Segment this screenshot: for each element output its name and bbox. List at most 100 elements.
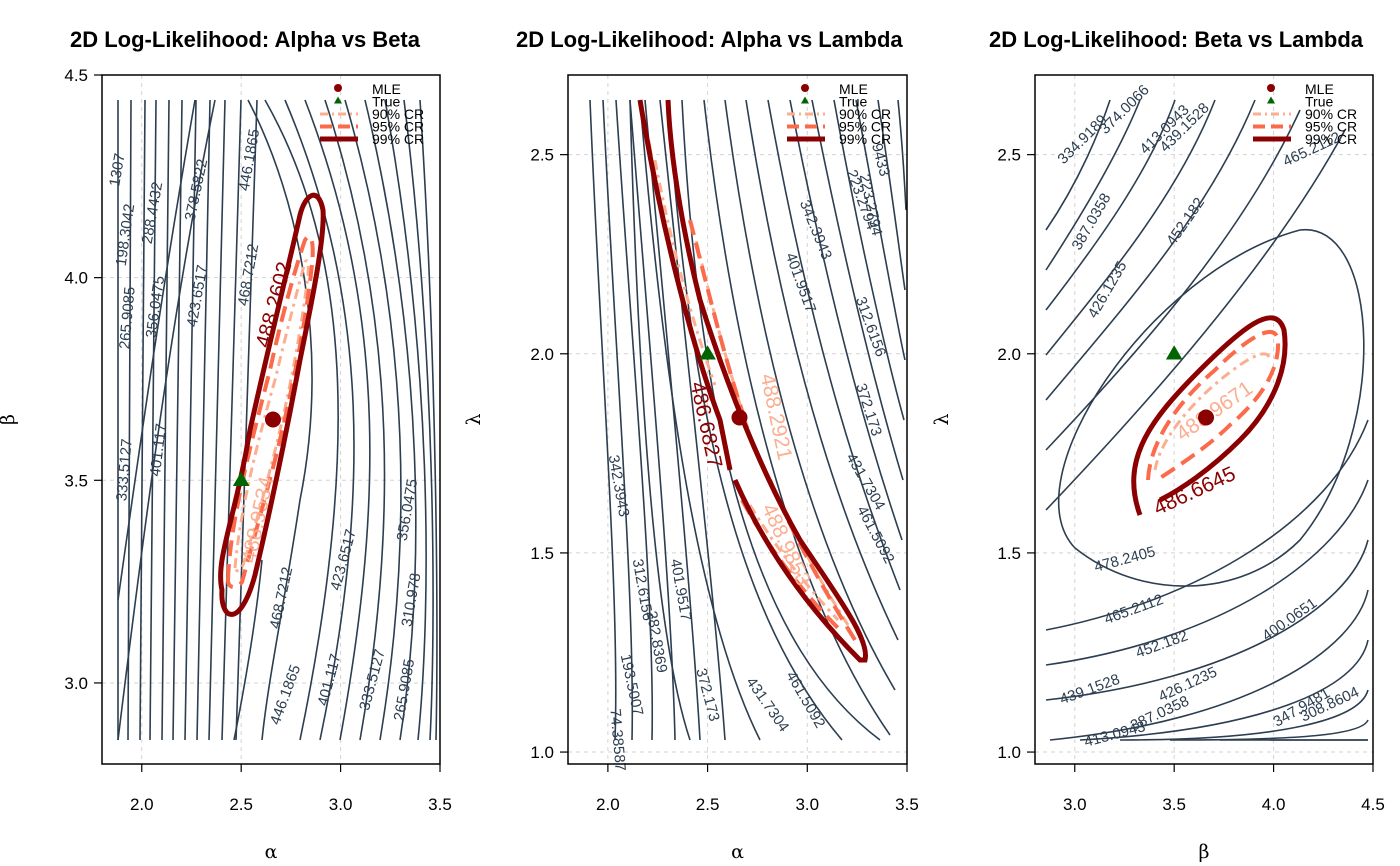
legend-label: 99% CR (1305, 131, 1357, 147)
contour-label: 342.3943 (796, 198, 835, 262)
contour-line (877, 99, 906, 291)
contour-label: 333.5127 (356, 647, 389, 712)
y-tick-label: 3.5 (64, 471, 88, 490)
axes: 3.0 3.5 4.0 4.5 1.0 1.5 2.0 2.5 β λ (931, 146, 1385, 863)
contour-line (264, 99, 339, 741)
cr-99-curve (1131, 315, 1288, 516)
contour-line (233, 559, 263, 741)
x-tick-label: 3.0 (1063, 795, 1087, 814)
contour-line (745, 99, 899, 641)
y-tick-label: 1.5 (530, 544, 554, 563)
legend-label: 99% CR (839, 131, 891, 147)
x-axis-label: β (1199, 841, 1210, 863)
y-tick-label: 2.0 (997, 345, 1021, 364)
contour-line (117, 99, 196, 601)
mle-point (1197, 409, 1214, 426)
contour-label: 461.5092 (853, 503, 897, 566)
contour-line (1045, 99, 1256, 401)
cr-95-curve (225, 234, 315, 589)
panel-3: 2D Log-Likelihood: Beta vs Lambda334.918… (931, 27, 1385, 863)
legend-mle-marker (1267, 84, 1275, 92)
chart-title: 2D Log-Likelihood: Alpha vs Beta (70, 27, 421, 52)
contour-label: 401.9517 (667, 558, 695, 623)
contour-line (1045, 99, 1176, 311)
contour-line (659, 99, 726, 741)
x-tick-label: 4.0 (1262, 795, 1286, 814)
contour-label: 288.4432 (139, 181, 167, 246)
cr-label: 488.2602 (252, 259, 297, 350)
contour-label: 356.0475 (394, 478, 422, 543)
contour-label: 468.7212 (235, 243, 263, 308)
contour-line (1045, 99, 1216, 356)
x-tick-label: 3.5 (895, 795, 919, 814)
legend-mle-marker (801, 84, 809, 92)
contour-lines (117, 99, 438, 741)
y-tick-label: 2.0 (530, 345, 554, 364)
x-tick-label: 4.5 (1361, 795, 1385, 814)
legend-label: 95% CR (839, 119, 891, 135)
contour-line (639, 99, 761, 741)
legend-label: 99% CR (372, 131, 424, 147)
y-tick-label: 1.0 (530, 743, 554, 762)
contour-line (833, 99, 905, 421)
contour-lines (1045, 99, 1369, 741)
legend-label: 95% CR (372, 119, 424, 135)
cr-95-curve (1146, 330, 1281, 481)
contour-line (384, 99, 427, 741)
contour-line (221, 99, 242, 741)
y-tick-label: 3.0 (64, 674, 88, 693)
contour-line (344, 99, 402, 741)
contour-line (1045, 129, 1346, 511)
true-point (699, 345, 716, 360)
contour-label: 401.117 (314, 652, 344, 708)
x-tick-label: 2.5 (229, 795, 253, 814)
legend-mle-marker (334, 84, 342, 92)
panel-2: 2D Log-Likelihood: Alpha vs Lambda 342.39… (463, 27, 919, 863)
contour-label: 452.182 (1133, 627, 1190, 662)
legend-label: True (839, 94, 867, 110)
contour-line (247, 99, 313, 741)
contour-label: 312.6156 (629, 558, 657, 623)
contour-line (1057, 229, 1365, 587)
y-tick-label: 2.5 (530, 146, 554, 165)
legend-label: 90% CR (839, 106, 891, 122)
contour-label: 198.3042 (113, 203, 139, 267)
contour-line (1169, 719, 1369, 741)
contour-label: 312.6156 (852, 295, 889, 360)
x-tick-label: 3.0 (329, 795, 353, 814)
legend-label: MLE (372, 81, 401, 97)
contour-label: 423.6517 (184, 264, 212, 329)
contour-label: 310.978 (398, 572, 424, 628)
plot-frame (1034, 74, 1374, 765)
contour-label: 446.1865 (267, 663, 304, 728)
x-tick-label: 3.0 (795, 795, 819, 814)
contour-line (208, 99, 226, 741)
contour-line (364, 99, 417, 741)
x-tick-label: 3.5 (1162, 795, 1186, 814)
contour-label: 431.7304 (743, 674, 793, 735)
contour-line (1045, 109, 1301, 451)
contour-line (1045, 99, 1141, 271)
contour-line (629, 99, 691, 741)
contour-line (139, 99, 146, 741)
axes: 2.0 2.5 3.0 3.5 1.0 1.5 2.0 2.5 α λ (463, 146, 919, 863)
contour-line (1079, 639, 1369, 741)
mle-point (731, 409, 748, 426)
contour-label: 400.0651 (1259, 595, 1320, 645)
contour-line (235, 99, 258, 741)
legend-label: True (372, 94, 400, 110)
contour-label: 1307 (106, 152, 129, 188)
contour-line (602, 99, 634, 741)
contour-label: 401.117 (147, 423, 170, 478)
contour-label: 387.0358 (1069, 190, 1115, 253)
y-tick-label: 4.5 (64, 66, 88, 85)
legend-label: MLE (1305, 81, 1334, 97)
contour-line (1045, 539, 1369, 701)
x-axis-label: α (265, 841, 278, 863)
contour-line (149, 99, 157, 741)
cr-label: 488.2921 (756, 372, 797, 462)
contour-label: 372.173 (852, 381, 885, 438)
cr-label: 486.6645 (1150, 462, 1239, 520)
